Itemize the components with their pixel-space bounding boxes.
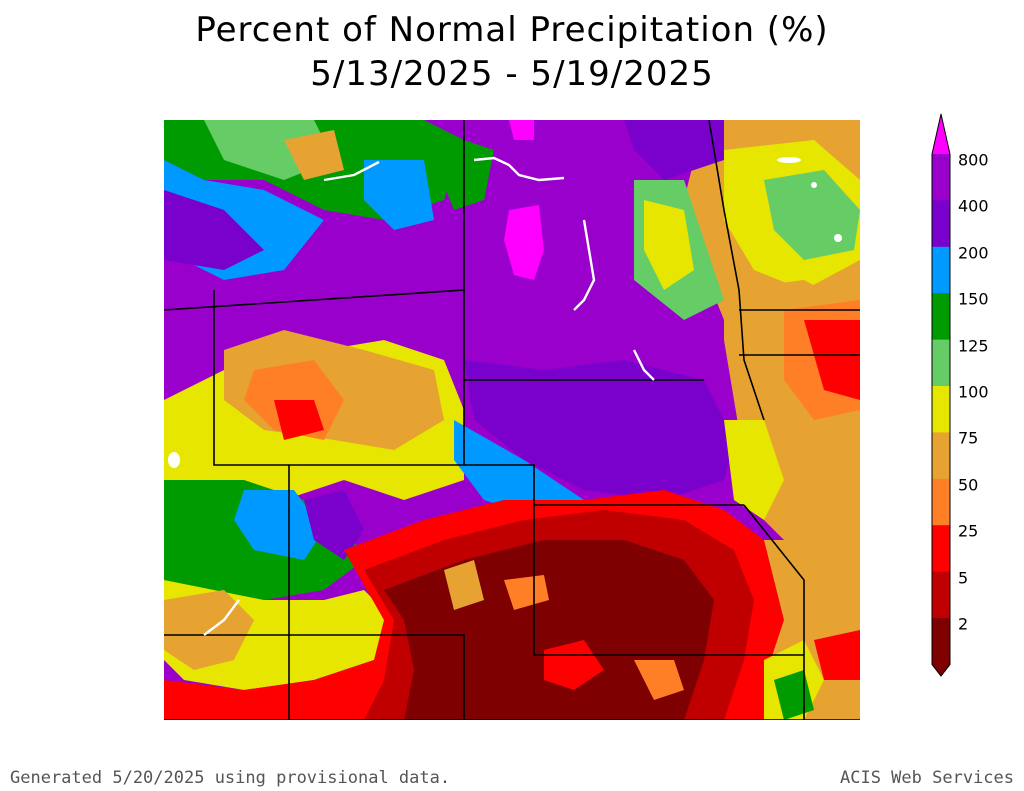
boundary-3 [213,290,464,466]
legend-swatch-50 [932,478,950,526]
region-nw-tan [284,130,344,180]
legend-label-100: 100 [958,382,989,402]
region-cw-red [274,400,324,440]
legend-label-800: 800 [958,150,989,170]
legend-swatch-2 [932,618,950,665]
region-wm-purple [304,490,364,560]
boundary-8 [743,504,805,720]
legend-swatch-150 [932,293,950,341]
legend-swatch-200 [932,246,950,294]
legend-label-5: 5 [958,568,969,588]
legend-label-25: 25 [958,521,979,541]
boundary-5 [164,634,465,720]
legend-label-400: 400 [958,196,989,216]
legend-outline [931,113,951,677]
lake-4 [811,182,817,188]
region-peak-top [509,120,534,140]
lakes [168,157,842,468]
region-se-red [814,630,860,680]
legend-swatch-25 [932,525,950,573]
legend-label-75: 75 [958,428,979,448]
legend-top-arrow [932,114,950,154]
river-1 [473,156,565,182]
region-s-tan-spot [444,560,484,610]
footer-credit: ACIS Web Services [840,768,1014,788]
river-2 [573,219,596,311]
region-wm-blue [234,490,324,560]
boundary-6 [463,380,744,506]
river-5 [203,599,240,636]
region-ce-purple [464,360,734,500]
footer-generated-note: Generated 5/20/2025 using provisional da… [10,768,451,788]
region-nw-purple [164,190,264,270]
boundary-9 [708,120,765,421]
color-legend: 800 400 200 150 125 100 75 50 25 5 2 [922,113,1022,677]
title-line-2: 5/13/2025 - 5/19/2025 [310,54,714,94]
lake-3 [168,452,180,468]
legend-swatch-5 [932,571,950,619]
legend-label-200: 200 [958,243,989,263]
lake-1 [777,157,801,163]
region-s-orange-spot [504,575,549,610]
precipitation-map[interactable] [164,120,860,720]
legend-swatch-800 [932,154,950,201]
boundary-7 [533,505,804,656]
legend-swatch-400 [932,200,950,248]
legend-bar [931,113,951,677]
water-bodies [203,156,655,636]
map-title: Percent of Normal Precipitation (%) 5/13… [0,8,1024,96]
legend-swatch-125 [932,339,950,387]
legend-label-50: 50 [958,475,979,495]
region-e-red [804,320,860,400]
region-ce-blue [454,420,584,520]
region-s-red-spot [544,640,604,690]
legend-label-2: 2 [958,614,969,634]
region-peak-center [504,205,544,280]
region-e-yellow [724,420,784,520]
legend-bottom-arrow [932,664,950,676]
lake-2 [834,234,842,242]
legend-swatch-75 [932,432,950,480]
region-n-blue [364,160,434,230]
legend-label-125: 125 [958,336,989,356]
title-line-1: Percent of Normal Precipitation (%) [195,10,829,50]
river-3 [323,160,380,182]
river-4 [632,349,655,381]
region-nc-yellow [644,200,694,290]
state-boundaries [164,120,860,720]
legend-swatch-100 [932,386,950,433]
precipitation-map-svg [164,120,860,720]
legend-label-150: 150 [958,289,989,309]
region-s-orange-spot2 [634,660,684,700]
region-n-purple [624,120,724,180]
